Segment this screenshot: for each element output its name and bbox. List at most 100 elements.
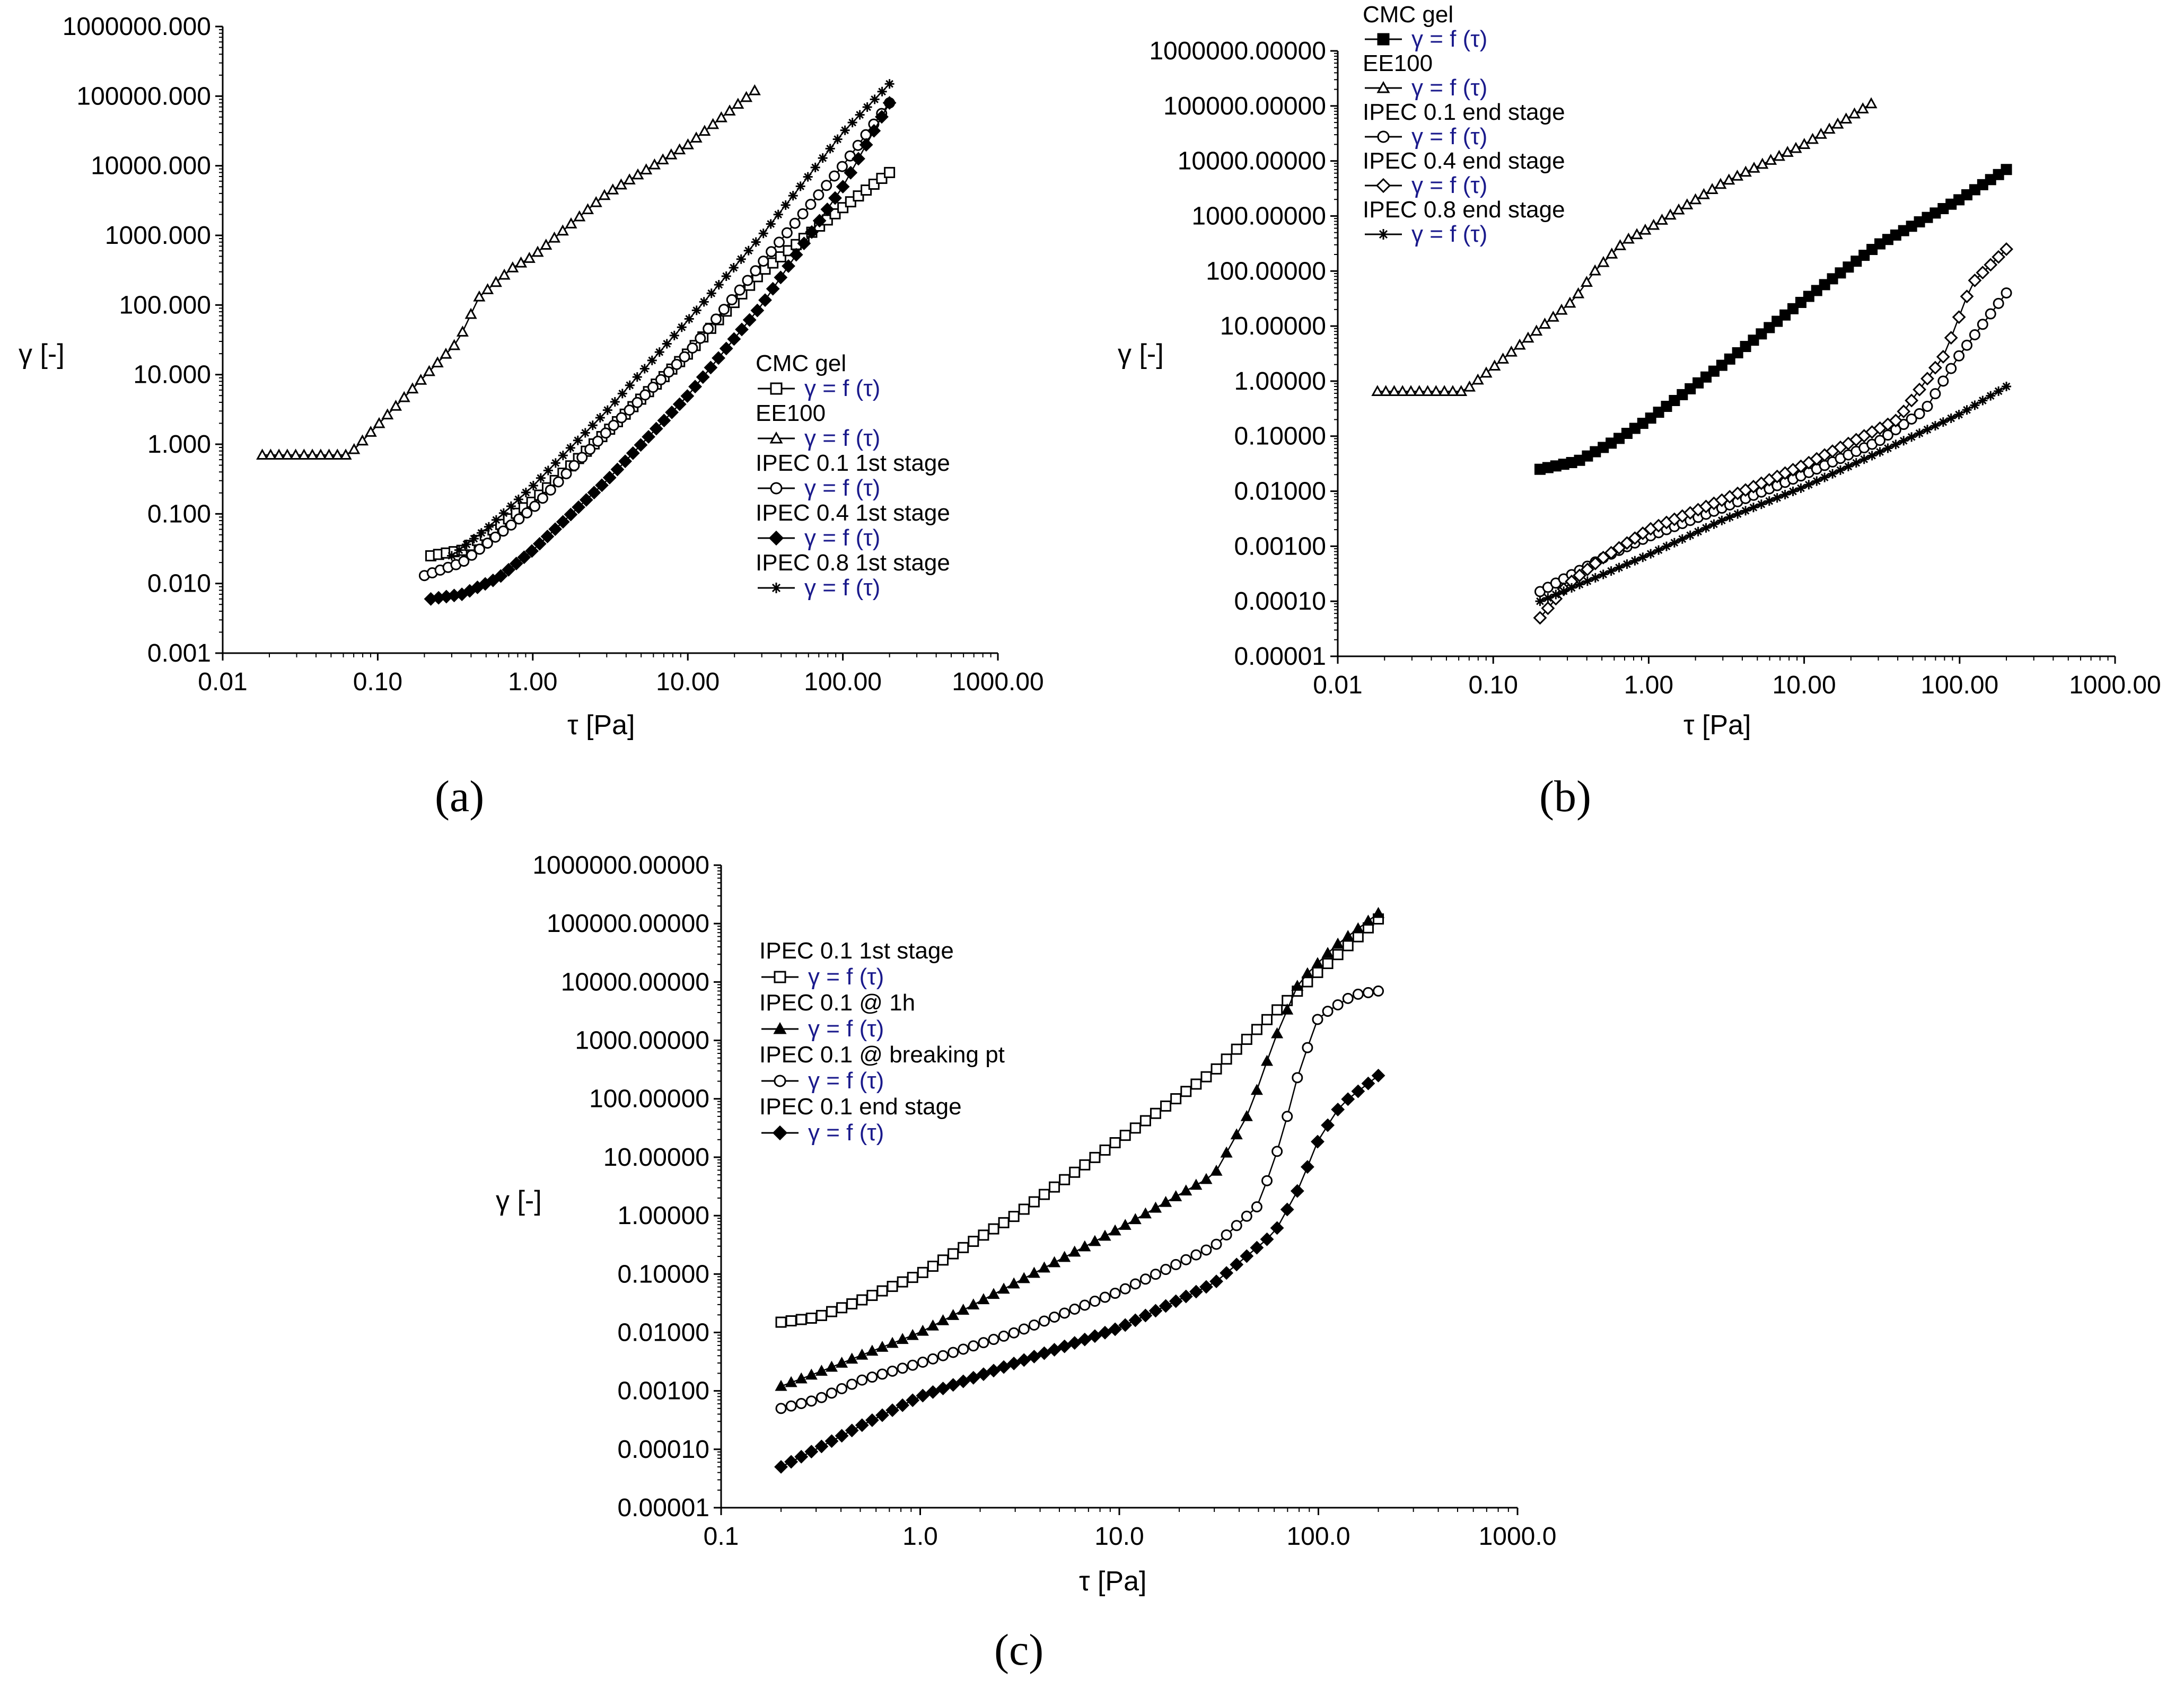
data-point xyxy=(1190,1078,1202,1090)
legend-name-b-3: IPEC 0.4 end stage xyxy=(1363,148,1565,174)
data-point xyxy=(1190,1249,1202,1261)
data-point xyxy=(917,1357,928,1368)
data-point xyxy=(1920,372,1934,386)
y-tick-label-b: 100000.00000 xyxy=(1163,92,1326,120)
data-point xyxy=(978,1229,989,1241)
data-point xyxy=(795,1372,808,1384)
legend-formula-b-1: γ = f (τ) xyxy=(1411,75,1487,101)
chart-panel-b: 0.000010.000100.001000.010000.100001.000… xyxy=(1118,2,2161,821)
data-point xyxy=(680,389,695,403)
y-tick-label-c: 100000.00000 xyxy=(547,910,709,938)
data-point xyxy=(789,217,801,229)
data-point xyxy=(657,414,671,428)
data-point xyxy=(977,1293,990,1305)
y-tick-label-c: 1000000.00000 xyxy=(532,851,709,879)
data-point xyxy=(1007,1357,1021,1370)
data-point xyxy=(1209,1274,1223,1289)
data-point xyxy=(1220,1266,1234,1280)
data-point xyxy=(882,96,897,110)
data-point xyxy=(825,144,835,154)
data-point xyxy=(966,1370,980,1385)
data-point xyxy=(1575,579,1584,590)
data-point xyxy=(836,180,850,194)
data-point xyxy=(997,1282,1010,1294)
legend-name-a-2: IPEC 0.1 1st stage xyxy=(756,450,950,476)
data-point xyxy=(1889,414,1903,428)
data-point xyxy=(836,1302,848,1314)
data-point xyxy=(712,351,725,365)
data-point xyxy=(473,543,485,555)
data-point xyxy=(926,1319,939,1331)
data-point xyxy=(1984,258,1998,272)
data-point xyxy=(1059,1174,1071,1185)
data-point xyxy=(734,284,745,296)
data-point xyxy=(695,332,706,344)
data-point xyxy=(1098,1325,1112,1340)
data-point xyxy=(1270,1221,1284,1235)
data-point xyxy=(704,360,718,375)
data-point xyxy=(1714,178,1727,189)
data-point xyxy=(1945,363,1957,374)
data-point xyxy=(1049,1311,1060,1323)
data-point xyxy=(1241,1034,1252,1045)
data-point xyxy=(865,1413,879,1427)
data-point xyxy=(1089,1235,1101,1246)
data-point xyxy=(797,236,811,251)
data-point xyxy=(464,307,477,319)
data-point xyxy=(1655,214,1669,225)
x-tick-label-a: 0.01 xyxy=(198,668,247,696)
data-point xyxy=(654,347,664,357)
y-tick-label-b: 10000.00000 xyxy=(1178,147,1326,175)
data-point xyxy=(696,370,710,384)
legend-name-a-3: IPEC 0.4 1st stage xyxy=(756,500,950,526)
data-point xyxy=(967,1298,980,1310)
data-point xyxy=(846,1352,858,1364)
y-tick-label-b: 1000.00000 xyxy=(1191,202,1326,230)
x-tick-label-b: 1000.00 xyxy=(2069,671,2161,699)
data-point xyxy=(856,1374,868,1386)
data-point xyxy=(672,397,687,411)
data-point xyxy=(489,531,501,543)
data-point xyxy=(1614,562,1624,573)
data-point xyxy=(545,484,556,496)
data-point xyxy=(389,400,402,411)
data-point xyxy=(273,448,285,460)
data-point xyxy=(775,1316,787,1328)
series-a-4 xyxy=(446,79,894,561)
data-point xyxy=(1332,999,1344,1010)
x-tick-label-c: 100.0 xyxy=(1286,1523,1350,1551)
data-point xyxy=(1371,385,1384,397)
legend-marker xyxy=(1375,178,1391,193)
data-point xyxy=(718,304,730,315)
data-point xyxy=(1089,1296,1101,1307)
data-point xyxy=(1970,400,1980,410)
data-point xyxy=(1541,601,1555,615)
y-tick-label-b: 0.00010 xyxy=(1234,587,1326,615)
data-point xyxy=(431,356,444,368)
data-point xyxy=(625,380,635,390)
x-axis-label-a: τ [Pa] xyxy=(567,710,635,741)
data-point xyxy=(1891,439,1901,450)
data-point xyxy=(1551,590,1561,600)
data-point xyxy=(608,419,619,431)
data-point xyxy=(356,434,369,446)
data-point xyxy=(866,1371,878,1383)
data-point xyxy=(859,138,873,152)
data-point xyxy=(805,1312,817,1324)
data-point xyxy=(1706,183,1718,194)
data-point xyxy=(1139,1115,1151,1127)
data-point xyxy=(846,1378,858,1390)
data-point xyxy=(1129,1213,1142,1225)
data-point xyxy=(1598,569,1608,579)
data-point xyxy=(1321,1118,1335,1132)
data-point xyxy=(1589,264,1601,276)
data-point xyxy=(789,248,803,262)
data-point xyxy=(997,1360,1011,1374)
data-point xyxy=(587,420,598,430)
data-point xyxy=(766,246,777,258)
data-point xyxy=(306,448,319,460)
legend-marker xyxy=(770,382,783,395)
data-point xyxy=(600,427,611,439)
legend-marker xyxy=(771,583,782,593)
data-point xyxy=(1380,385,1392,397)
